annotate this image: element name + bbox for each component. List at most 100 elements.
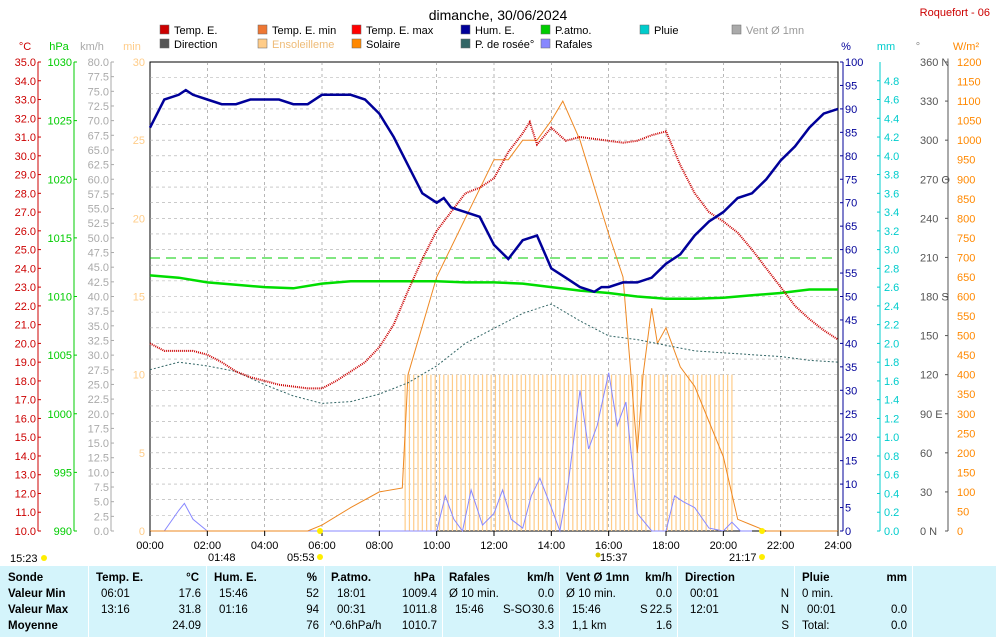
marker-t1: 01:48 — [208, 552, 236, 564]
mm-tick-label: 1.2 — [884, 413, 899, 425]
pct-tick-label: 20 — [845, 432, 857, 444]
hum-unit: % — [306, 572, 317, 584]
legend-swatch — [159, 38, 170, 49]
hpa-tick-label: 1005 — [48, 350, 72, 362]
sonde-title: Sonde — [8, 572, 44, 584]
pct-tick-label: 65 — [845, 221, 857, 233]
pct-tick-label: 35 — [845, 362, 857, 374]
hpa-tick-label: 1030 — [48, 57, 72, 69]
deg-tick-label: 0 N — [920, 526, 937, 538]
mm-tick-label: 0.2 — [884, 507, 899, 519]
pct-tick-label: 75 — [845, 174, 857, 186]
pct-tick-label: 5 — [845, 503, 851, 515]
mm-tick-label: 3.8 — [884, 170, 899, 182]
temp-tick-label: 14.0 — [15, 451, 36, 463]
stats-blank — [912, 566, 996, 637]
raf-min-label: Ø 10 min. — [449, 588, 499, 600]
hpa-tick-label: 1000 — [48, 409, 72, 421]
kmh-tick-label: 77.5 — [88, 72, 109, 84]
temp-tick-label: 32.0 — [15, 113, 36, 125]
pct-tick-label: 15 — [845, 456, 857, 468]
mm-tick-label: 1.8 — [884, 357, 899, 369]
pluie-title: Pluie — [802, 572, 830, 584]
kmh-tick-label: 50.0 — [88, 233, 109, 245]
deg-tick-label: 330 — [920, 96, 938, 108]
legend-swatch — [351, 24, 362, 35]
deg-tick-label: 270 O — [920, 174, 950, 186]
legend-swatch — [731, 24, 742, 35]
legend-label: P.atmo. — [555, 25, 592, 37]
wm2-tick-label: 850 — [957, 194, 975, 206]
legend-label: Rafales — [555, 39, 593, 51]
pct-tick-label: 10 — [845, 479, 857, 491]
time-tick-label: 18:00 — [652, 540, 680, 552]
kmh-tick-label: 15.0 — [88, 438, 109, 450]
kmh-tick-label: 75.0 — [88, 86, 109, 98]
pct-tick-label: 25 — [845, 409, 857, 421]
kmh-tick-label: 62.5 — [88, 160, 109, 172]
pct-tick-label: 60 — [845, 245, 857, 257]
temp-tick-label: 35.0 — [15, 57, 36, 69]
kmh-tick-label: 35.0 — [88, 321, 109, 333]
kmh-tick-label: 55.0 — [88, 204, 109, 216]
kmh-tick-label: 7.5 — [94, 482, 109, 494]
row-avg: Moyenne — [8, 620, 58, 632]
wm2-tick-label: 150 — [957, 467, 975, 479]
temp-max-time: 13:16 — [101, 604, 130, 616]
vent-min-label: Ø 10 min. — [566, 588, 616, 600]
mm-tick-label: 0.4 — [884, 488, 899, 500]
vent-max-dir: S — [640, 604, 648, 616]
mm-tick-label: 2.8 — [884, 263, 899, 275]
temp-tick-label: 25.0 — [15, 245, 36, 257]
wm2-tick-label: 1150 — [957, 77, 981, 89]
mm-tick-label: 3.6 — [884, 188, 899, 200]
wm2-tick-label: 750 — [957, 233, 975, 245]
pct-tick-label: 55 — [845, 268, 857, 280]
mm-unit-label: mm — [877, 41, 895, 53]
wm2-tick-label: 500 — [957, 331, 975, 343]
pct-unit-label: % — [841, 41, 851, 53]
legend-swatch — [540, 24, 551, 35]
temp-min-time: 06:01 — [101, 588, 130, 600]
mm-tick-label: 1.0 — [884, 432, 899, 444]
temp-tick-label: 33.0 — [15, 95, 36, 107]
kmh-unit-label: km/h — [80, 41, 104, 53]
stats-direction: Direction 00:01 N 12:01 N S — [677, 566, 795, 637]
kmh-tick-label: 47.5 — [88, 248, 109, 260]
deg-tick-label: 30 — [920, 487, 932, 499]
series-rafales — [150, 372, 752, 533]
mm-tick-label: 2.2 — [884, 320, 899, 332]
kmh-tick-label: 57.5 — [88, 189, 109, 201]
wm2-tick-label: 950 — [957, 155, 975, 167]
hpa-tick-label: 1020 — [48, 174, 72, 186]
station-name: Roquefort - 06 — [920, 7, 990, 19]
marker-left: 15:23 — [10, 553, 38, 565]
time-axis: 00:00 02:00 04:00 06:00 08:00 10:00 12:00 14:00… — [136, 531, 852, 552]
temp-tick-label: 18.0 — [15, 376, 36, 388]
hum-min-value: 52 — [306, 588, 319, 600]
kmh-tick-label: 30.0 — [88, 350, 109, 362]
mm-tick-label: 3.4 — [884, 207, 899, 219]
temp-tick-label: 29.0 — [15, 170, 36, 182]
kmh-tick-label: 25.0 — [88, 379, 109, 391]
kmh-tick-label: 12.5 — [88, 453, 109, 465]
kmh-tick-label: 42.5 — [88, 277, 109, 289]
kmh-tick-label: 2.5 — [94, 511, 109, 523]
pct-tick-label: 30 — [845, 385, 857, 397]
pluie-max-value: 0.0 — [891, 604, 907, 616]
wm2-tick-label: 550 — [957, 311, 975, 323]
stats-temp: Temp. E. °C 06:01 17.6 13:16 31.8 24.09 — [88, 566, 207, 637]
hum-max-value: 94 — [306, 604, 319, 616]
stats-hum: Hum. E.% 15:46 52 01:16 94 76 — [206, 566, 325, 637]
temp-max-value: 31.8 — [178, 604, 201, 616]
legend-label: Pluie — [654, 25, 678, 37]
patmo-unit: hPa — [413, 572, 435, 584]
deg-tick-label: 150 — [920, 331, 938, 343]
hum-min-time: 15:46 — [219, 588, 248, 600]
patmo-max-value: 1011.8 — [402, 604, 437, 616]
patmo-title: P.atmo. — [331, 572, 372, 584]
kmh-tick-label: 22.5 — [88, 394, 109, 406]
mm-tick-label: 0.6 — [884, 470, 899, 482]
pct-tick-label: 40 — [845, 338, 857, 350]
deg-tick-label: 210 — [920, 252, 938, 264]
